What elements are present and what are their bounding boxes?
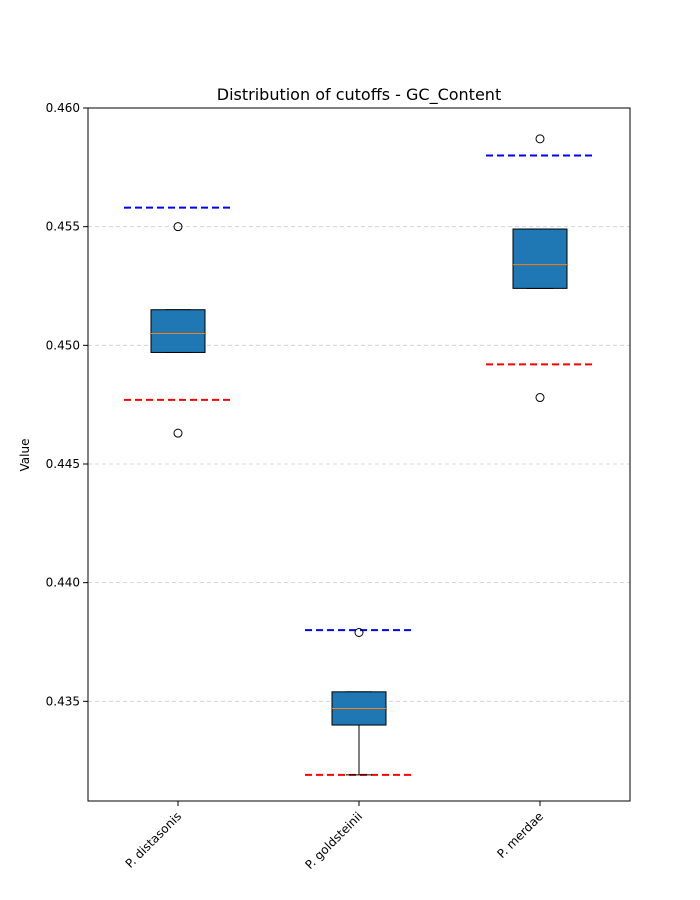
outlier-point xyxy=(173,222,183,232)
y-tick-label: 0.460 xyxy=(46,101,80,115)
outlier-point xyxy=(535,134,545,144)
cutoff-lines xyxy=(124,154,594,776)
boxes xyxy=(150,134,568,776)
y-tick-label: 0.445 xyxy=(46,457,80,471)
grid-lines xyxy=(88,107,630,702)
y-axis-label: Value xyxy=(18,439,32,472)
outlier-point xyxy=(173,428,183,438)
chart-title: Distribution of cutoffs - GC_Content xyxy=(217,85,501,105)
outlier-point xyxy=(354,627,364,637)
x-tick-label: P. goldsteinii xyxy=(302,809,365,872)
y-tick-label: 0.435 xyxy=(46,694,80,708)
x-tick-label: P. distasonis xyxy=(123,809,185,871)
outlier-point xyxy=(535,393,545,403)
box xyxy=(512,228,568,289)
y-tick-label: 0.450 xyxy=(46,338,80,352)
y-tick-label: 0.455 xyxy=(46,220,80,234)
axes: 0.435 0.440 0.445 0.450 0.455 0.460 P. distaso… xyxy=(46,101,631,872)
x-tick-label: P. merdae xyxy=(494,809,546,861)
box xyxy=(150,309,206,353)
y-tick-label: 0.440 xyxy=(46,576,80,590)
